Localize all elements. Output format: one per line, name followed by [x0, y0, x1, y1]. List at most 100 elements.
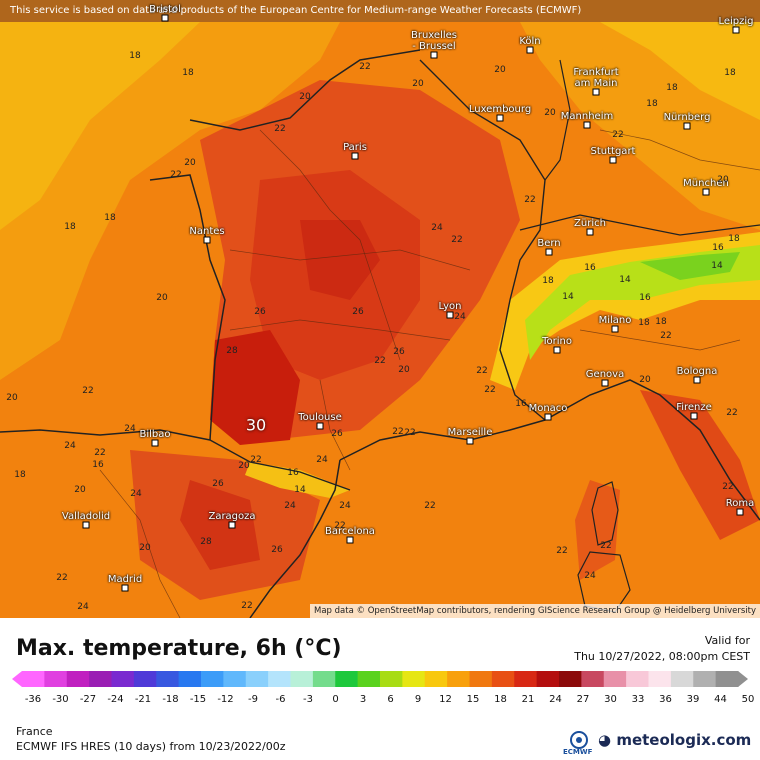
- scale-swatch: [44, 671, 68, 687]
- city-marker[interactable]: [690, 412, 698, 420]
- city-label[interactable]: Zaragoza: [208, 511, 256, 522]
- isoline-value: 22: [250, 455, 262, 465]
- city-marker[interactable]: [544, 413, 552, 421]
- isoline-value: 20: [299, 92, 311, 102]
- isoline-value: 22: [374, 356, 386, 366]
- temperature-field: [0, 0, 760, 618]
- scale-tick-label: -36: [24, 694, 42, 705]
- city-marker[interactable]: [446, 311, 454, 319]
- scale-swatch: [424, 671, 448, 687]
- city-marker[interactable]: [121, 584, 129, 592]
- city-label[interactable]: Valladolid: [61, 511, 111, 522]
- isoline-value: 28: [226, 346, 238, 356]
- city-label[interactable]: Milano: [598, 315, 632, 326]
- temperature-map[interactable]: This service is based on data and produc…: [0, 0, 760, 618]
- city-marker[interactable]: [203, 236, 211, 244]
- map-data-credit[interactable]: Map data © OpenStreetMap contributors, r…: [310, 604, 760, 618]
- city-label[interactable]: Roma: [725, 498, 755, 509]
- city-marker[interactable]: [732, 26, 740, 34]
- city-marker[interactable]: [553, 346, 561, 354]
- city-marker[interactable]: [82, 521, 90, 529]
- city-marker[interactable]: [151, 439, 159, 447]
- city-label[interactable]: Stuttgart: [590, 146, 636, 157]
- city-label[interactable]: Monaco: [528, 403, 568, 414]
- city-label[interactable]: Bristol: [149, 4, 181, 15]
- city-label[interactable]: Leipzig: [718, 16, 754, 27]
- scale-swatch: [178, 671, 202, 687]
- peak-temperature-label: 30: [245, 415, 267, 435]
- city-label[interactable]: Bilbao: [139, 429, 171, 440]
- city-marker[interactable]: [736, 508, 744, 516]
- isoline-value: 14: [619, 275, 631, 285]
- isoline-value: 20: [184, 158, 196, 168]
- scale-tick-label: 24: [549, 694, 562, 705]
- city-marker[interactable]: [592, 88, 600, 96]
- city-marker[interactable]: [430, 51, 438, 59]
- city-label[interactable]: Luxembourg: [468, 104, 532, 115]
- isoline-value: 22: [392, 427, 404, 437]
- scale-tick-label: 33: [631, 694, 645, 705]
- city-marker[interactable]: [161, 14, 169, 22]
- isoline-value: 22: [359, 62, 371, 72]
- city-label[interactable]: Toulouse: [298, 412, 342, 423]
- isoline-value: 26: [331, 429, 343, 439]
- isoline-value: 20: [639, 375, 651, 385]
- isoline-value: 18: [655, 317, 667, 327]
- city-marker[interactable]: [683, 122, 691, 130]
- isoline-value: 18: [666, 83, 678, 93]
- city-marker[interactable]: [601, 379, 609, 387]
- isoline-value: 22: [726, 408, 738, 418]
- city-marker[interactable]: [611, 325, 619, 333]
- city-label[interactable]: Köln: [519, 36, 541, 47]
- city-marker[interactable]: [702, 188, 710, 196]
- scale-tick-label: 30: [604, 694, 617, 705]
- city-label[interactable]: Mannheim: [560, 111, 614, 122]
- scale-swatch: [290, 671, 314, 687]
- meteologix-logo[interactable]: ◕ meteologix.com: [598, 731, 751, 749]
- city-marker[interactable]: [526, 46, 534, 54]
- city-marker[interactable]: [545, 248, 553, 256]
- city-label[interactable]: Bern: [537, 238, 561, 249]
- city-marker[interactable]: [586, 228, 594, 236]
- city-marker[interactable]: [466, 437, 474, 445]
- city-marker[interactable]: [316, 422, 324, 430]
- scale-swatch: [693, 671, 717, 687]
- city-label[interactable]: Bruxelles - Brussel: [411, 30, 457, 52]
- color-scale-ticks: -36 -30 -27 -24 -21 -18 -15 -12 -9 -6 -3 0 3 6 9 12 15 18…: [0, 694, 760, 708]
- isoline-value: 20: [139, 543, 151, 553]
- city-marker[interactable]: [351, 152, 359, 160]
- city-label[interactable]: Genova: [585, 369, 625, 380]
- isoline-value: 18: [129, 51, 141, 61]
- isoline-value: 20: [412, 79, 424, 89]
- scale-swatch: [201, 671, 224, 687]
- city-label[interactable]: München: [683, 178, 729, 189]
- city-marker[interactable]: [693, 376, 701, 384]
- scale-swatch: [559, 671, 582, 687]
- city-marker[interactable]: [609, 156, 617, 164]
- city-label[interactable]: Marseille: [447, 427, 493, 438]
- city-label[interactable]: Madrid: [107, 574, 143, 585]
- city-label[interactable]: Lyon: [438, 301, 462, 312]
- city-label[interactable]: Zürich: [574, 218, 606, 229]
- city-label[interactable]: Firenze: [676, 402, 712, 413]
- isoline-value: 20: [398, 365, 410, 375]
- isoline-value: 14: [294, 485, 306, 495]
- scale-tick-label: -18: [162, 694, 179, 705]
- city-label[interactable]: Nürnberg: [663, 112, 711, 123]
- city-label[interactable]: Frankfurt am Main: [573, 67, 619, 89]
- city-marker[interactable]: [583, 121, 591, 129]
- city-label[interactable]: Barcelona: [325, 526, 375, 537]
- scale-swatch: [245, 671, 269, 687]
- isoline-value: 16: [712, 243, 724, 253]
- city-label[interactable]: Torino: [542, 336, 572, 347]
- isoline-value: 18: [14, 470, 26, 480]
- city-label[interactable]: Paris: [343, 142, 367, 153]
- city-label[interactable]: Bologna: [676, 366, 718, 377]
- city-marker[interactable]: [346, 536, 354, 544]
- city-label[interactable]: Nantes: [189, 226, 225, 237]
- city-marker[interactable]: [496, 114, 504, 122]
- city-marker[interactable]: [228, 521, 236, 529]
- scale-tick-label: -24: [107, 694, 124, 705]
- isoline-value: 22: [556, 546, 568, 556]
- isoline-value: 16: [584, 263, 596, 273]
